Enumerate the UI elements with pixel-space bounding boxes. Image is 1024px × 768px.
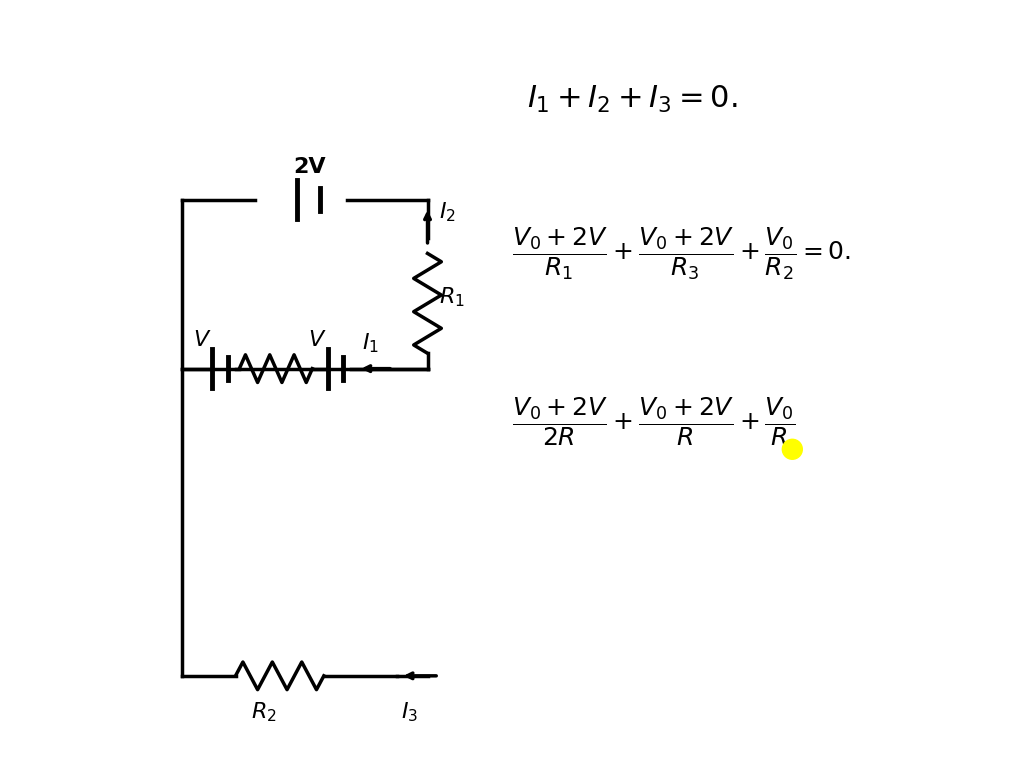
Text: $\dfrac{V_0 + 2V}{2R} + \dfrac{V_0 + 2V}{R} + \dfrac{V_0}{R}$: $\dfrac{V_0 + 2V}{2R} + \dfrac{V_0 + 2V}… [512, 396, 796, 449]
Text: $R_2$: $R_2$ [251, 700, 276, 723]
Text: $R_1$: $R_1$ [439, 286, 465, 309]
Text: V: V [308, 329, 324, 349]
Text: $\dfrac{V_0 + 2V}{R_1} + \dfrac{V_0 + 2V}{R_3} + \dfrac{V_0}{R_2} = 0.$: $\dfrac{V_0 + 2V}{R_1} + \dfrac{V_0 + 2V… [512, 225, 851, 282]
Circle shape [782, 439, 803, 459]
Text: V: V [194, 329, 209, 349]
Text: $I_3$: $I_3$ [400, 700, 418, 723]
Text: $I_1$: $I_1$ [362, 332, 379, 355]
Text: $I_1 + I_2 + I_3 = 0.$: $I_1 + I_2 + I_3 = 0.$ [527, 84, 737, 115]
Text: 2V: 2V [293, 157, 326, 177]
Text: $I_2$: $I_2$ [439, 201, 456, 224]
